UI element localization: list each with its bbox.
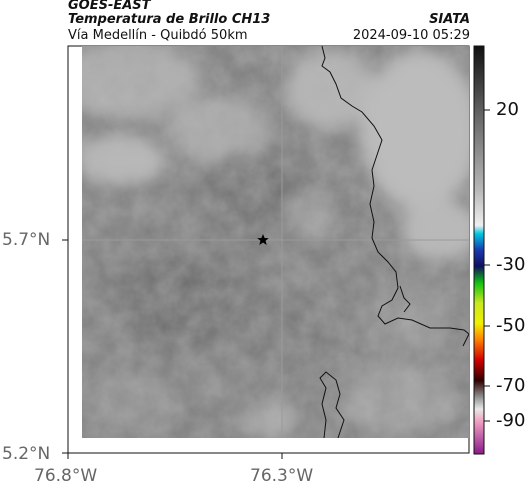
lon-tick-label: 76.8°W xyxy=(34,466,98,486)
colorbar xyxy=(473,45,490,455)
product-title: Temperatura de Brillo CH13 xyxy=(68,12,271,27)
colorbar-label: 20 xyxy=(496,99,519,120)
lat-tick-label: 5.2°N xyxy=(2,444,51,464)
route-label: Vía Medellín - Quibdó 50km xyxy=(68,28,248,43)
datetime-label: 2024-09-10 05:29 xyxy=(352,28,470,43)
colorbar-label: -30 xyxy=(496,254,526,275)
brightness-temperature-field xyxy=(82,46,469,438)
star-icon xyxy=(257,234,269,245)
colorbar-label: -70 xyxy=(496,375,526,396)
source-label: SIATA xyxy=(429,12,470,27)
satellite-title: GOES-EAST xyxy=(68,0,151,13)
department-boundary xyxy=(321,46,469,335)
lat-tick-label: 5.7°N xyxy=(2,230,51,250)
colorbar-label: -50 xyxy=(496,315,526,336)
colorbar-label: -90 xyxy=(496,410,526,431)
river-boundary xyxy=(319,371,345,438)
lon-tick-label: 76.3°W xyxy=(250,466,314,486)
